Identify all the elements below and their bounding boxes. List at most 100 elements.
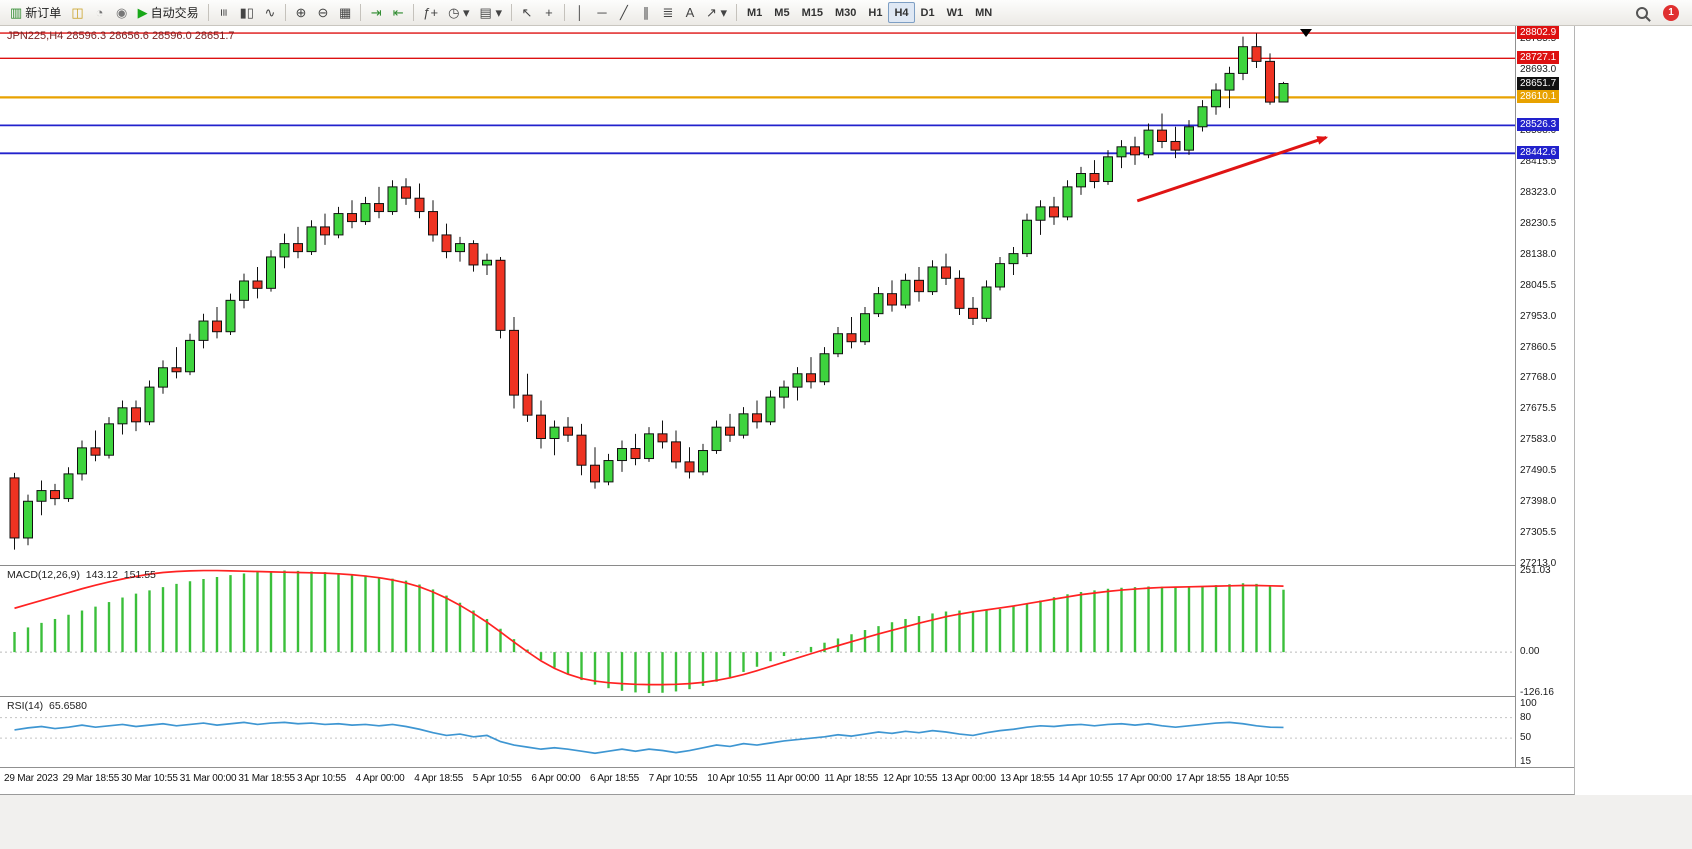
price-axis-label: 27675.5 <box>1520 403 1557 415</box>
search-icon <box>1636 6 1648 19</box>
strategy-tester-icon: ◉ <box>115 5 128 20</box>
time-axis-label: 4 Apr 00:00 <box>355 773 405 784</box>
time-axis-label: 14 Apr 10:55 <box>1058 773 1114 784</box>
new-order-icon: ▥ <box>10 5 23 20</box>
auto-scroll-icon: ⇥ <box>370 5 382 20</box>
crosshair-button[interactable]: + <box>538 2 560 23</box>
horizontal-line-button[interactable]: ─ <box>591 2 613 23</box>
strategy-tester-button[interactable]: ◉ <box>111 2 133 23</box>
workspace-background <box>0 795 1692 849</box>
macd-name: MACD(12,26,9) <box>7 569 80 581</box>
time-axis-label: 6 Apr 00:00 <box>531 773 581 784</box>
candlestick-chart-icon: ▮▯ <box>239 5 254 20</box>
time-axis-label: 13 Apr 18:55 <box>1000 773 1055 784</box>
price-line-badge: 28526.3 <box>1517 118 1560 132</box>
channel-button[interactable]: ∥ <box>635 2 657 23</box>
timeframe-m15-button[interactable]: M15 <box>796 2 829 23</box>
templates-icon: ▤ ▾ <box>479 5 502 20</box>
time-axis-label: 11 Apr 18:55 <box>824 773 878 784</box>
price-axis-label: 28415.5 <box>1520 156 1557 168</box>
vertical-line-button[interactable]: │ <box>569 2 591 23</box>
zoom-in-button[interactable]: ⊕ <box>290 2 312 23</box>
price-line-badge: 28727.1 <box>1517 51 1560 65</box>
periods-dropdown-button[interactable]: ◷ ▾ <box>443 2 474 23</box>
price-axis-label: 27490.5 <box>1520 465 1557 477</box>
price-scale: 28785.528693.028600.528508.028415.528323… <box>1515 26 1574 767</box>
candlestick-chart-button[interactable]: ▮▯ <box>235 2 259 23</box>
chart-window: JPN225,H4 28596.3 28656.6 28596.0 28651.… <box>0 26 1575 795</box>
toolbar-separator <box>284 4 286 21</box>
timeframe-m1-button[interactable]: M1 <box>741 2 768 23</box>
zoom-out-button[interactable]: ⊖ <box>312 2 334 23</box>
timeframe-m5-button[interactable]: M5 <box>768 2 795 23</box>
chart-title: JPN225,H4 28596.3 28656.6 28596.0 28651.… <box>7 30 235 42</box>
price-axis-label: 27768.0 <box>1520 372 1557 384</box>
price-axis-label: 28138.0 <box>1520 248 1557 260</box>
time-axis-label: 5 Apr 10:55 <box>472 773 522 784</box>
time-axis-label: 7 Apr 10:55 <box>648 773 698 784</box>
price-axis-label: 27398.0 <box>1520 495 1557 507</box>
indicators-button[interactable]: ƒ+ <box>418 2 443 23</box>
arrows-tool-button[interactable]: ↗ ▾ <box>701 2 732 23</box>
tile-windows-icon: ▦ <box>338 5 352 20</box>
time-axis-label: 10 Apr 10:55 <box>707 773 762 784</box>
timeframe-h1-button[interactable]: H1 <box>862 2 888 23</box>
timeframe-d1-button[interactable]: D1 <box>915 2 941 23</box>
cursor-button[interactable]: ↖ <box>516 2 538 23</box>
macd-signal-line <box>14 569 1284 686</box>
text-tool-icon: A <box>685 5 695 20</box>
templates-button[interactable]: ▤ ▾ <box>475 2 507 23</box>
toolbar-separator <box>413 4 415 21</box>
price-axis-label: 28045.5 <box>1520 279 1557 291</box>
time-axis-label: 6 Apr 18:55 <box>590 773 639 784</box>
search-button[interactable] <box>1631 2 1653 23</box>
rsi-axis-label: 100 <box>1520 697 1537 709</box>
timeframe-mn-button[interactable]: MN <box>969 2 998 23</box>
chart-shift-marker[interactable] <box>1300 29 1312 37</box>
line-chart-button[interactable]: ∿ <box>259 2 281 23</box>
notification-badge[interactable]: 1 <box>1663 4 1679 21</box>
time-axis-label: 31 Mar 00:00 <box>179 773 237 784</box>
rsi-axis-label: 50 <box>1520 732 1532 744</box>
price-axis-label: 27305.5 <box>1520 526 1557 538</box>
timeframe-m30-button[interactable]: M30 <box>829 2 862 23</box>
data-window-button[interactable]: ◔ <box>89 2 111 23</box>
bar-chart-icon: ≡ <box>216 8 232 17</box>
trend-arrow-object[interactable] <box>1136 136 1329 203</box>
toolbar-separator <box>510 4 512 21</box>
timeframe-h4-button[interactable]: H4 <box>888 2 915 23</box>
vertical-line-icon: │ <box>575 5 585 20</box>
chart-profiles-icon: ◫ <box>71 5 84 20</box>
new-order-button-label: 新订单 <box>25 6 62 20</box>
time-axis-label: 11 Apr 00:00 <box>765 773 820 784</box>
time-axis-label: 17 Apr 18:55 <box>1176 773 1231 784</box>
autotrading-button[interactable]: ▶ 自动交易 <box>133 2 204 23</box>
timeframe-w1-button[interactable]: W1 <box>941 2 970 23</box>
chart-profiles-button[interactable]: ◫ <box>66 2 88 23</box>
text-button[interactable]: A <box>679 2 701 23</box>
chart-canvas[interactable] <box>0 26 1515 767</box>
chart-shift-button[interactable]: ⇤ <box>387 2 409 23</box>
time-axis-label: 17 Apr 00:00 <box>1117 773 1172 784</box>
periods-icon: ◷ ▾ <box>448 5 470 20</box>
rsi-value: 65.6580 <box>49 700 87 712</box>
auto-scroll-button[interactable]: ⇥ <box>365 2 387 23</box>
price-axis-label: 27213.0 <box>1520 557 1557 569</box>
fibonacci-button[interactable]: ≣ <box>657 2 679 23</box>
toolbar: ▥ 新订单 ◫ ◔ ◉ ▶ 自动交易 ≡ ▮▯ ∿ ⊕ ⊖ ▦ ⇥ ⇤ ƒ+ ◷ ▾ ▤ ▾ ↖ + │ ─ ╱ ∥ ≣ A ↗ ▾… <box>0 0 1692 26</box>
time-axis-label: 31 Mar 18:55 <box>238 773 295 784</box>
channel-icon: ∥ <box>642 5 650 20</box>
bar-chart-button[interactable]: ≡ <box>213 2 235 23</box>
price-axis-label: 27860.5 <box>1520 341 1557 353</box>
cursor-icon: ↖ <box>521 5 533 20</box>
tile-windows-button[interactable]: ▦ <box>334 2 356 23</box>
new-order-button[interactable]: ▥ 新订单 <box>5 2 66 23</box>
macd-axis-label: 0.00 <box>1520 646 1540 658</box>
zoom-out-icon: ⊖ <box>317 5 329 20</box>
time-axis-label: 18 Apr 10:55 <box>1234 773 1290 784</box>
autotrading-button-label: 自动交易 <box>150 6 199 20</box>
price-axis-label: 27953.0 <box>1520 310 1557 322</box>
price-axis-label: 28323.0 <box>1520 187 1557 199</box>
trendline-button[interactable]: ╱ <box>613 2 635 23</box>
macd-label: MACD(12,26,9) 143.12 151.55 <box>7 569 156 581</box>
